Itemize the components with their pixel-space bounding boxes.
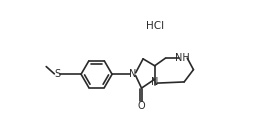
Text: NH: NH [175,53,190,63]
Text: O: O [138,101,145,111]
Text: HCl: HCl [146,21,164,31]
Text: S: S [54,69,60,79]
Text: N: N [151,77,158,87]
Text: N: N [129,69,137,79]
